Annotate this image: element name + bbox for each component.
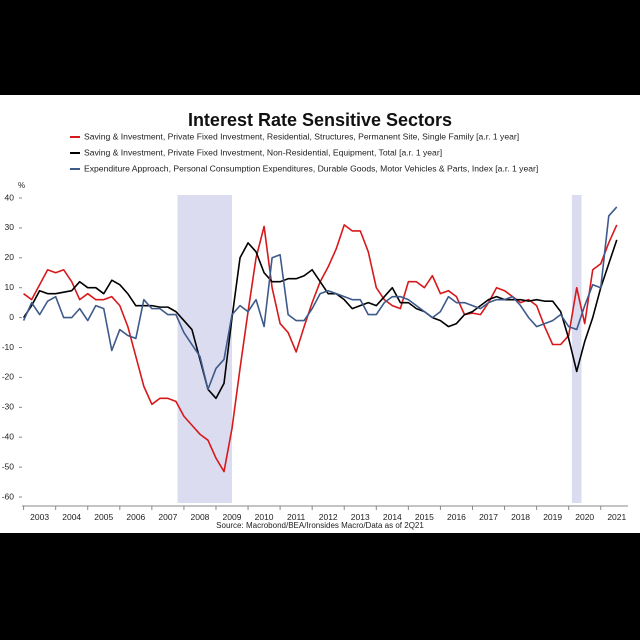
x-tick-label: 2018: [511, 512, 530, 522]
series-line: [22, 239, 618, 400]
x-tick-label: 2016: [447, 512, 466, 522]
y-tick-label: -60: [2, 491, 15, 501]
x-tick-label: 2004: [62, 512, 81, 522]
recession-band: [571, 195, 582, 503]
y-tick-label: -10: [2, 342, 15, 352]
x-tick-label: 2009: [223, 512, 242, 522]
legend-label: Saving & Investment, Private Fixed Inves…: [84, 131, 519, 141]
x-tick-label: 2007: [158, 512, 177, 522]
chart-title: Interest Rate Sensitive Sectors: [188, 110, 452, 130]
source: Source: Macrobond/BEA/Ironsides Macro/Da…: [216, 521, 424, 530]
x-tick-label: 2019: [543, 512, 562, 522]
x-tick-label: 2021: [607, 512, 626, 522]
y-tick-label: 10: [5, 282, 15, 292]
x-tick-label: 2015: [415, 512, 434, 522]
y-tick-label: 30: [5, 222, 15, 232]
series-line: [22, 206, 618, 391]
x-tick-label: 2011: [287, 512, 306, 522]
x-tick-label: 2010: [255, 512, 274, 522]
y-tick-label: -30: [2, 402, 15, 412]
x-tick-label: 2006: [126, 512, 145, 522]
x-tick-label: 2008: [190, 512, 209, 522]
y-axis-label: %: [18, 181, 25, 190]
y-tick-label: 0: [9, 312, 14, 322]
x-tick-label: 2017: [479, 512, 498, 522]
x-tick-label: 2005: [94, 512, 113, 522]
x-tick-label: 2014: [383, 512, 402, 522]
y-tick-label: 20: [5, 252, 15, 262]
y-tick-label: 40: [5, 192, 15, 202]
recession-band: [177, 195, 233, 503]
x-tick-label: 2013: [351, 512, 370, 522]
y-tick-label: -50: [2, 461, 15, 471]
legend-label: Expenditure Approach, Personal Consumpti…: [84, 163, 538, 173]
panel: [0, 95, 640, 533]
y-tick-label: -20: [2, 372, 15, 382]
y-tick-label: -40: [2, 431, 15, 441]
x-tick-label: 2003: [30, 512, 49, 522]
legend-label: Saving & Investment, Private Fixed Inves…: [84, 147, 442, 157]
x-tick-label: 2012: [319, 512, 338, 522]
x-tick-label: 2020: [575, 512, 594, 522]
